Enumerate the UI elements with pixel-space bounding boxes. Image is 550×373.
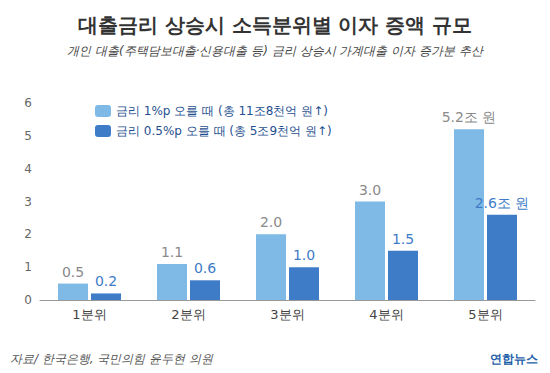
svg-text:3: 3 xyxy=(24,195,32,209)
svg-text:5분위: 5분위 xyxy=(468,307,502,322)
svg-text:2분위: 2분위 xyxy=(171,307,205,322)
svg-text:금리 1%p 오를 때 (총 11조8천억 원↑): 금리 1%p 오를 때 (총 11조8천억 원↑) xyxy=(116,104,328,118)
svg-text:0.5: 0.5 xyxy=(62,264,84,280)
svg-text:1.5: 1.5 xyxy=(392,231,414,247)
svg-text:4분위: 4분위 xyxy=(369,307,403,322)
svg-text:2.6조 원: 2.6조 원 xyxy=(475,195,530,211)
svg-text:5.2조 원: 5.2조 원 xyxy=(442,109,497,125)
svg-text:4: 4 xyxy=(24,162,32,176)
svg-text:3.0: 3.0 xyxy=(359,182,381,198)
svg-text:자료/ 한국은행, 국민의힘 윤두현 의원: 자료/ 한국은행, 국민의힘 윤두현 의원 xyxy=(10,352,214,366)
svg-text:0: 0 xyxy=(24,293,32,307)
svg-text:5: 5 xyxy=(24,129,32,143)
svg-text:연합뉴스: 연합뉴스 xyxy=(490,352,538,366)
svg-text:개인 대출(주택담보대출·신용대출 등) 금리 상승시 가계: 개인 대출(주택담보대출·신용대출 등) 금리 상승시 가계대출 이자 증가분 … xyxy=(67,44,484,58)
svg-text:1: 1 xyxy=(24,260,32,274)
svg-text:0.6: 0.6 xyxy=(194,260,216,276)
svg-text:1.1: 1.1 xyxy=(161,244,183,260)
svg-text:2: 2 xyxy=(24,227,32,241)
svg-text:0.2: 0.2 xyxy=(95,273,117,289)
svg-text:대출금리 상승시 소득분위별 이자 증액 규모: 대출금리 상승시 소득분위별 이자 증액 규모 xyxy=(78,13,473,37)
svg-text:1.0: 1.0 xyxy=(293,247,315,263)
svg-text:3분위: 3분위 xyxy=(270,307,304,322)
svg-text:2.0: 2.0 xyxy=(260,214,282,230)
svg-text:금리 0.5%p 오를 때 (총 5조9천억 원↑): 금리 0.5%p 오를 때 (총 5조9천억 원↑) xyxy=(116,124,332,138)
svg-text:6: 6 xyxy=(24,96,32,110)
svg-text:1분위: 1분위 xyxy=(72,307,106,322)
